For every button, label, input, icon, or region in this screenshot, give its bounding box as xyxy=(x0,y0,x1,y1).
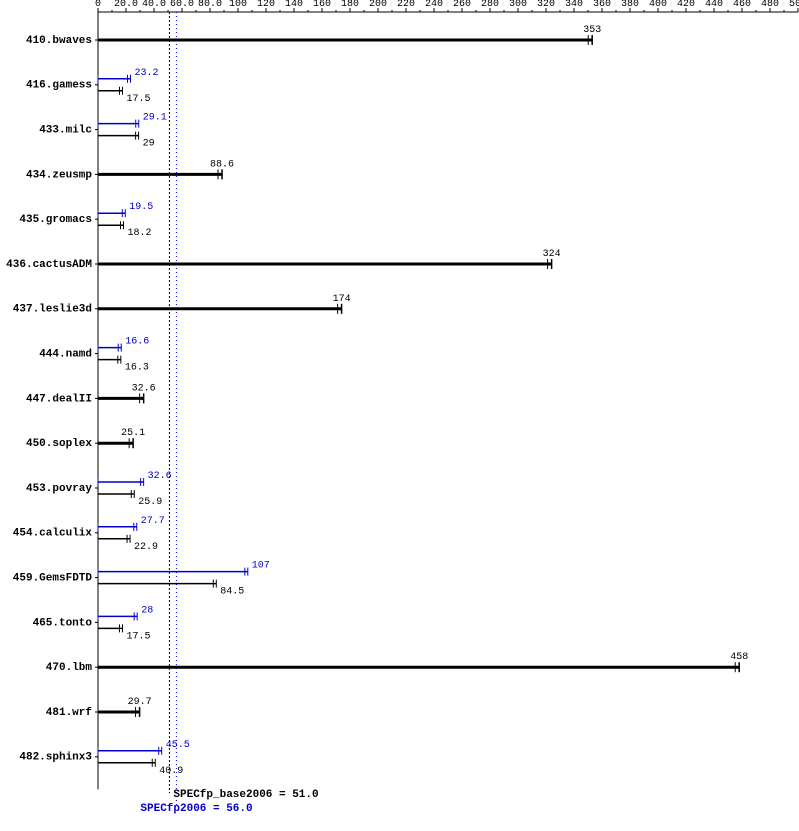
benchmark-value-base: 458 xyxy=(730,652,748,663)
x-tick-label: 320 xyxy=(537,0,555,10)
x-tick-label: 0 xyxy=(95,0,101,10)
benchmark-label: 454.calculix xyxy=(13,528,93,540)
benchmark-value-base: 174 xyxy=(333,294,351,305)
benchmark-label: 447.dealII xyxy=(26,393,92,405)
x-tick-label: 500 xyxy=(789,0,799,10)
benchmark-value-base: 22.9 xyxy=(134,542,158,553)
x-tick-label: 100 xyxy=(229,0,247,10)
benchmark-value-peak: 107 xyxy=(252,561,270,572)
x-tick-label: 220 xyxy=(397,0,415,10)
x-tick-label: 160 xyxy=(313,0,331,10)
x-tick-label: 440 xyxy=(705,0,723,10)
spec-benchmark-chart: 0 20.0 40.0 60.0 80.0 100 120 140 160 180 200 220 24… xyxy=(0,0,799,831)
benchmark-value-base: 25.1 xyxy=(121,428,145,439)
benchmark-value-peak: 19.5 xyxy=(129,202,153,213)
benchmark-label: 444.namd xyxy=(39,349,92,361)
benchmark-value-base: 324 xyxy=(543,249,561,260)
benchmark-value-base: 16.3 xyxy=(125,363,149,374)
x-tick-label: 400 xyxy=(649,0,667,10)
benchmark-label: 482.sphinx3 xyxy=(19,752,92,764)
benchmark-value-peak: 27.7 xyxy=(141,516,165,527)
benchmark-label: 433.milc xyxy=(39,125,92,137)
x-tick-label: 80.0 xyxy=(198,0,222,10)
benchmark-label: 410.bwaves xyxy=(26,35,92,47)
benchmark-label: 416.gamess xyxy=(26,80,92,92)
x-tick-label: 460 xyxy=(733,0,751,10)
benchmark-label: 459.GemsFDTD xyxy=(13,573,93,585)
benchmark-value-base: 29.7 xyxy=(128,697,152,708)
benchmark-value-base: 40.9 xyxy=(159,766,183,777)
benchmark-value-peak: 32.6 xyxy=(148,471,172,482)
x-tick-label: 280 xyxy=(481,0,499,10)
x-tick-label: 200 xyxy=(369,0,387,10)
benchmark-value-base: 18.2 xyxy=(127,228,151,239)
benchmark-value-peak: 29.1 xyxy=(143,113,167,124)
x-tick-label: 300 xyxy=(509,0,527,10)
benchmark-value-base: 84.5 xyxy=(220,587,244,598)
benchmark-value-peak: 16.6 xyxy=(125,337,149,348)
benchmark-value-base: 353 xyxy=(583,25,601,36)
benchmark-label: 436.cactusADM xyxy=(6,259,92,271)
benchmark-value-base: 32.6 xyxy=(132,383,156,394)
benchmark-value-base: 17.5 xyxy=(127,631,151,642)
benchmark-label: 481.wrf xyxy=(46,707,93,719)
benchmark-value-base: 17.5 xyxy=(127,94,151,105)
benchmark-value-peak: 28 xyxy=(141,605,153,616)
x-tick-label: 140 xyxy=(285,0,303,10)
x-tick-label: 180 xyxy=(341,0,359,10)
benchmark-value-base: 25.9 xyxy=(138,497,162,508)
x-tick-label: 120 xyxy=(257,0,275,10)
x-tick-label: 380 xyxy=(621,0,639,10)
x-tick-label: 340 xyxy=(565,0,583,10)
benchmark-value-base: 29 xyxy=(143,139,155,150)
x-tick-label: 40.0 xyxy=(142,0,166,10)
benchmark-label: 453.povray xyxy=(26,483,92,495)
benchmark-label: 437.leslie3d xyxy=(13,304,92,316)
x-tick-label: 480 xyxy=(761,0,779,10)
benchmark-label: 435.gromacs xyxy=(19,214,92,226)
x-tick-label: 420 xyxy=(677,0,695,10)
benchmark-label: 450.soplex xyxy=(26,438,92,450)
benchmark-value-peak: 45.5 xyxy=(166,740,190,751)
x-tick-label: 20.0 xyxy=(114,0,138,10)
benchmark-label: 434.zeusmp xyxy=(26,169,92,181)
x-tick-label: 60.0 xyxy=(170,0,194,10)
x-tick-label: 240 xyxy=(425,0,443,10)
x-tick-label: 260 xyxy=(453,0,471,10)
x-tick-label: 360 xyxy=(593,0,611,10)
benchmark-label: 465.tonto xyxy=(33,617,93,629)
benchmark-value-peak: 23.2 xyxy=(134,68,158,79)
base-score-label: SPECfp_base2006 = 51.0 xyxy=(173,789,318,801)
benchmark-label: 470.lbm xyxy=(46,662,93,674)
benchmark-value-base: 88.6 xyxy=(210,159,234,170)
peak-score-label: SPECfp2006 = 56.0 xyxy=(140,803,252,815)
